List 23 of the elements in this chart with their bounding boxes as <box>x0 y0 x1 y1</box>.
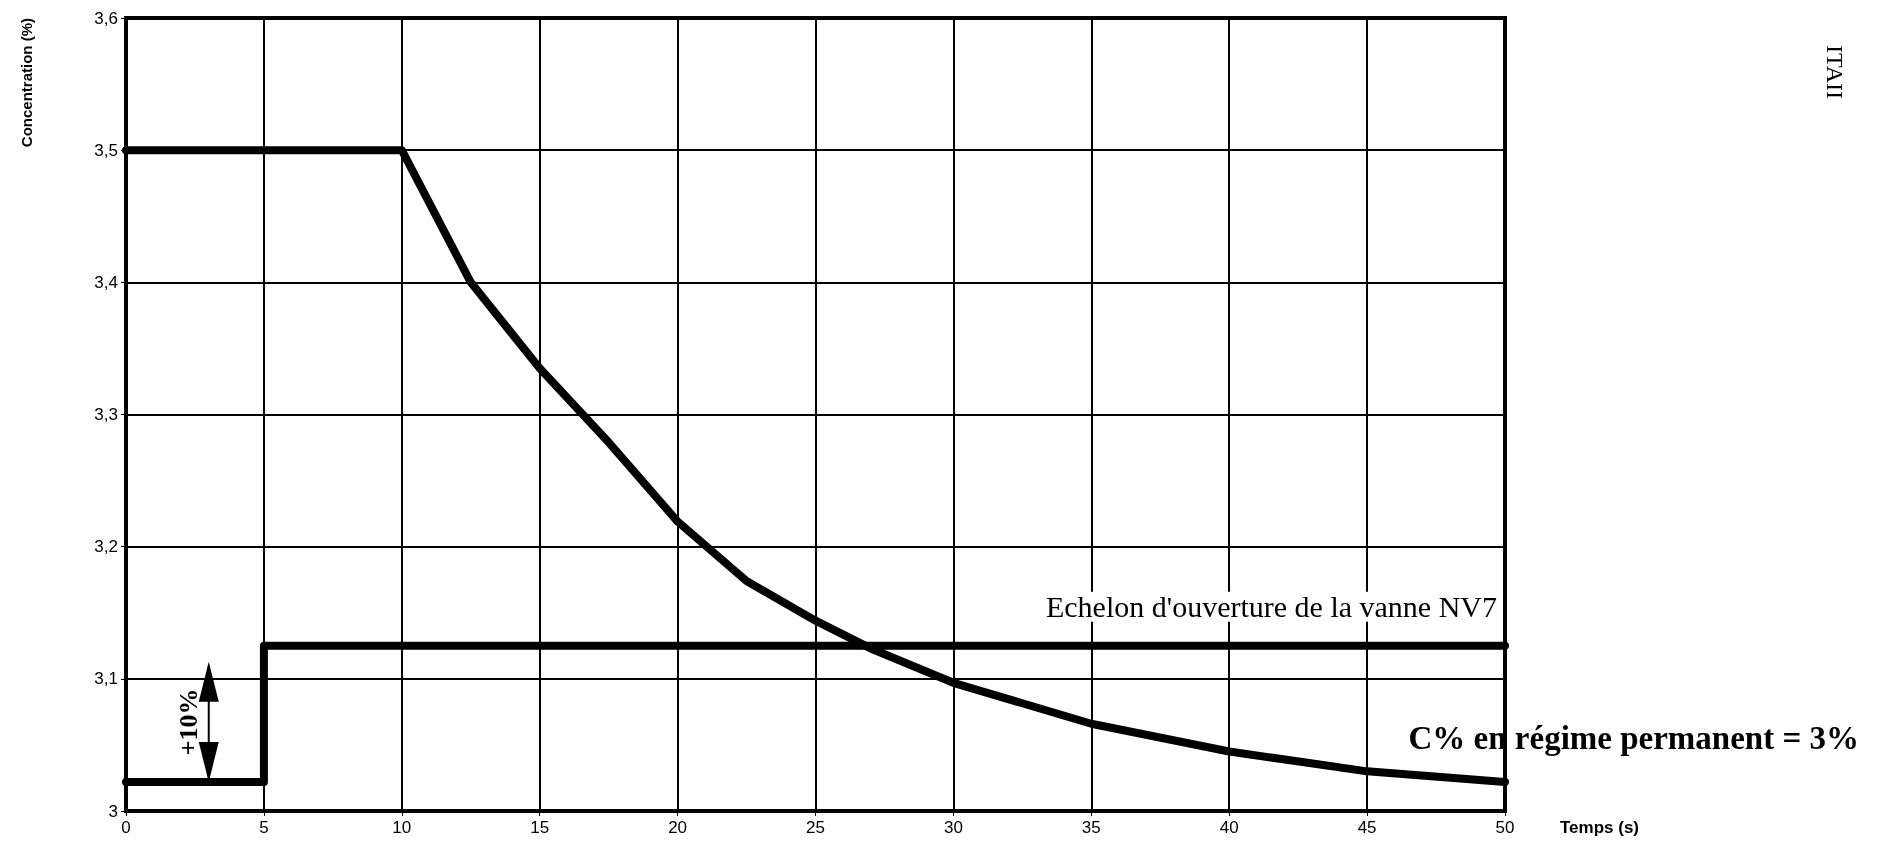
annotation: +10% <box>174 688 204 756</box>
y-tick-label: 3,1 <box>94 669 118 689</box>
y-tick-label: 3,6 <box>94 8 118 28</box>
y-tick-label: 3,3 <box>94 405 118 424</box>
x-tick-label: 35 <box>1081 818 1101 837</box>
y-tick-label: 3,4 <box>94 272 118 292</box>
x-tick-label: 50 <box>1495 818 1515 837</box>
x-tick-label: 40 <box>1219 818 1239 837</box>
x-tick-label: 25 <box>806 818 825 837</box>
x-tick-label: 5 <box>259 818 269 837</box>
x-tick-label: 30 <box>943 818 963 837</box>
x-tick-label: 45 <box>1357 818 1377 837</box>
y-tick-label: 3 <box>108 801 118 821</box>
y-tick-label: 3,2 <box>94 537 118 557</box>
x-tick-label: 15 <box>530 818 550 837</box>
y-tick-label: 3,5 <box>94 140 118 160</box>
x-tick-label: 10 <box>392 818 412 837</box>
x-tick-label: 0 <box>121 818 131 837</box>
y-axis-title: Concentration (%) <box>18 18 35 148</box>
series-label: Echelon d'ouverture de la vanne NV7 <box>1045 590 1498 624</box>
x-axis-title: Temps (s) <box>1560 818 1640 837</box>
text: ITAII <box>1822 45 1848 100</box>
x-tick-label: 20 <box>668 818 688 837</box>
